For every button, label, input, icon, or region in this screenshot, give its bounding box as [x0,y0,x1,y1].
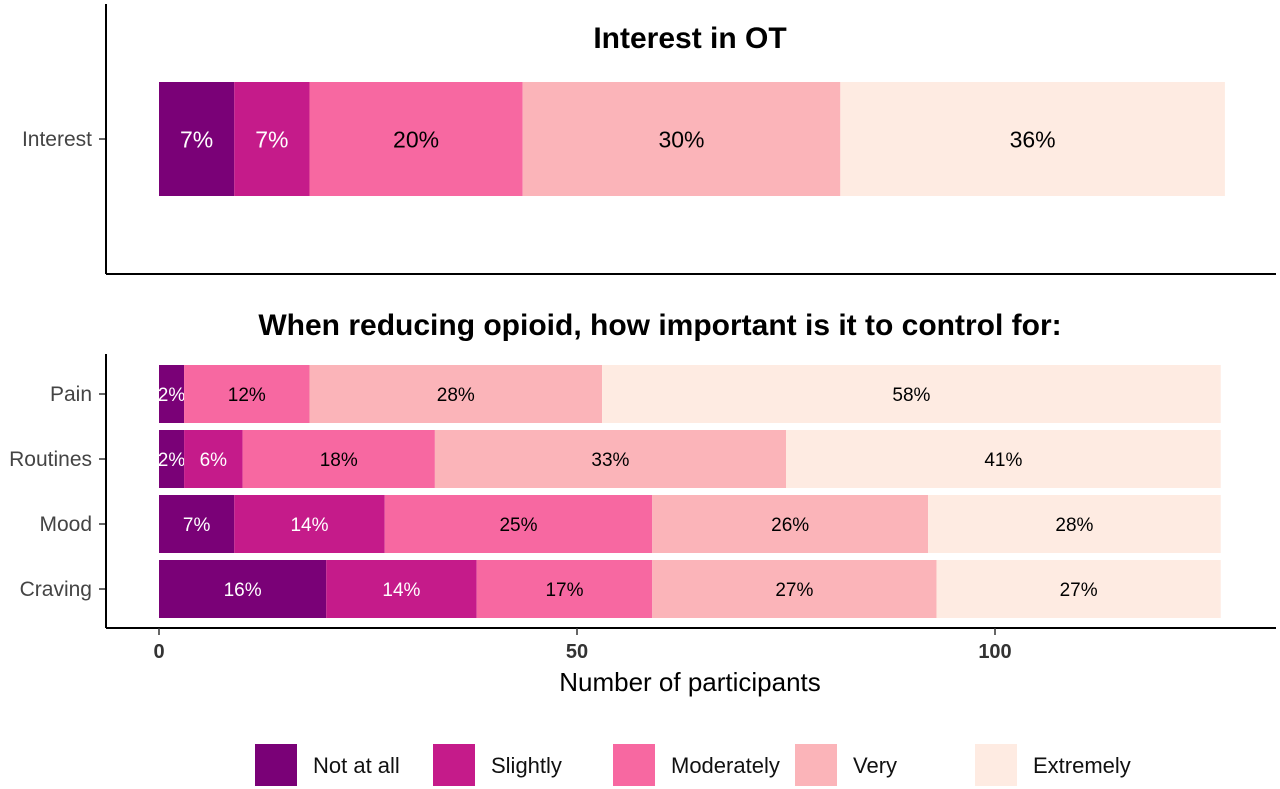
legend: Not at all Slightly Moderately Very Extremel… [255,744,1131,786]
data-label: 14% [290,515,328,536]
data-label: 28% [437,385,475,406]
data-label: 33% [591,450,629,471]
y-axis-opioid-labels: Pain Routines Mood Craving [9,383,106,601]
data-label: 17% [545,580,583,601]
legend-label: Slightly [491,753,562,778]
legend-label: Not at all [313,753,400,778]
data-label: 28% [1055,515,1093,536]
x-tick-label: 50 [566,641,588,663]
bar-opioid-routines-slightly [184,430,243,488]
bar-opioid-mood-moderately [384,495,653,553]
legend-key-very [795,744,837,786]
bar-opioid-mood-very [652,495,929,553]
data-label: 7% [255,126,288,152]
data-label: 14% [382,580,420,601]
data-label: 58% [892,385,930,406]
y-tick-label: Interest [22,128,92,151]
y-tick-label: Pain [50,383,92,406]
data-label: 12% [228,385,266,406]
bar-opioid-routines-moderately [242,430,435,488]
bar-opioid-mood-not-at-all [159,495,235,553]
bar-opioid-craving-extremely [936,560,1221,618]
bar-opioid-craving-slightly [326,560,477,618]
bar-opioid-routines-very [434,430,786,488]
legend-key-slightly [433,744,475,786]
data-label: 18% [320,450,358,471]
bar-interest-interest-not-at-all [159,82,235,196]
bars-opioid: 2% 12% 28% 58% 2% 6% 18% 33% 41% 7% 14% 25% 26% 28% 16… [158,365,1221,618]
data-label: 20% [393,126,439,152]
legend-key-moderately [613,744,655,786]
legend-label: Extremely [1033,753,1131,778]
legend-key-not-at-all [255,744,297,786]
bar-opioid-routines-extremely [786,430,1221,488]
legend-label: Moderately [671,753,780,778]
y-axis-interest-labels: Interest [22,128,106,151]
bar-opioid-craving-moderately [476,560,653,618]
data-label: 7% [183,515,211,536]
data-label: 41% [984,450,1022,471]
chart-title-opioid: When reducing opioid, how important is i… [258,309,1061,342]
bars-interest: 7% 7% 20% 30% 36% [159,82,1225,196]
legend-label: Very [853,753,897,778]
data-label: 36% [1010,126,1056,152]
bar-opioid-routines-not-at-all [159,430,185,488]
bar-interest-interest-extremely [840,82,1225,196]
chart-title-interest: Interest in OT [593,22,786,55]
y-tick-label: Craving [20,578,92,601]
data-label: 2% [158,450,186,471]
panel-interest: Interest in OT 7% 7% 20% 30% 36% Interest [22,4,1276,275]
x-tick-label: 100 [978,641,1011,663]
bar-interest-interest-moderately [309,82,523,196]
data-label: 30% [658,126,704,152]
data-label: 2% [158,385,186,406]
data-label: 27% [775,580,813,601]
bar-opioid-pain-very [309,365,603,423]
bar-opioid-mood-slightly [234,495,385,553]
bar-opioid-mood-extremely [928,495,1221,553]
data-label: 26% [771,515,809,536]
data-label: 7% [180,126,213,152]
x-axis-ticks: 0 50 100 [153,628,1012,663]
data-label: 16% [224,580,262,601]
x-axis-title: Number of participants [559,667,821,697]
panel-opioid: When reducing opioid, how important is i… [9,309,1276,697]
bar-opioid-pain-moderately [184,365,310,423]
bar-interest-interest-slightly [234,82,310,196]
bar-opioid-craving-very [652,560,937,618]
legend-key-extremely [975,744,1017,786]
x-tick-label: 0 [153,641,164,663]
bar-opioid-pain-extremely [602,365,1221,423]
bar-opioid-pain-not-at-all [159,365,185,423]
y-tick-label: Mood [39,513,92,536]
bar-opioid-craving-not-at-all [159,560,327,618]
data-label: 6% [200,450,228,471]
data-label: 25% [499,515,537,536]
data-label: 27% [1060,580,1098,601]
y-tick-label: Routines [9,448,92,471]
bar-interest-interest-very [522,82,841,196]
